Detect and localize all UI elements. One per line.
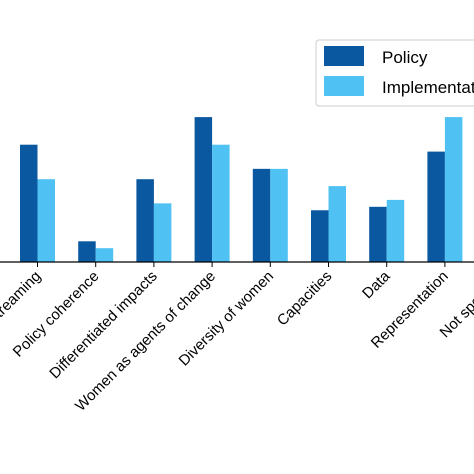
bar-policy-4 (252, 168, 271, 262)
bar-implementation-3 (212, 144, 230, 262)
bar-policy-3 (194, 117, 213, 262)
bar-policy-0 (20, 144, 38, 262)
bar-implementation-1 (95, 248, 114, 262)
bar-implementation-2 (153, 203, 172, 262)
legend: Policy Implementation (315, 39, 474, 107)
legend-label-implementation: Implementation (382, 78, 474, 97)
x-tick-label-5: Capacities (274, 268, 336, 330)
x-tick-label-6: Data (359, 267, 394, 302)
bar-policy-1 (78, 241, 96, 262)
bar-policy-2 (136, 179, 154, 262)
legend-swatch-policy (324, 46, 364, 66)
bar-implementation-6 (386, 199, 405, 262)
x-tick-label-2: Differentiated impacts (46, 268, 160, 382)
bar-policy-5 (311, 210, 329, 262)
bar-policy-6 (369, 206, 387, 262)
bar-implementation-7 (444, 117, 463, 262)
bars-group (20, 117, 463, 262)
legend-label-policy: Policy (382, 48, 428, 67)
bar-implementation-0 (37, 179, 55, 262)
bar-implementation-5 (328, 186, 346, 262)
bar-implementation-4 (270, 168, 288, 262)
bar-policy-7 (427, 151, 445, 262)
legend-swatch-implementation (324, 76, 364, 96)
